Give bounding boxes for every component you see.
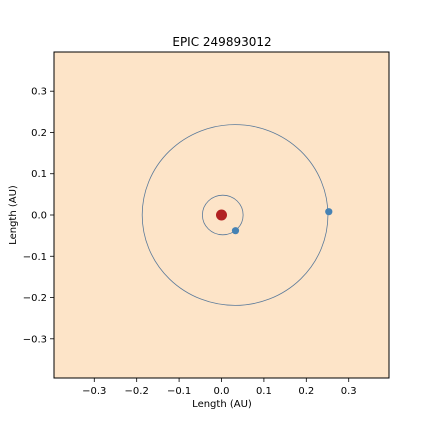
y-axis-label: Length (AU): [8, 185, 19, 245]
x-tick-label: −0.1: [167, 386, 191, 397]
y-tick-label: 0.1: [31, 169, 47, 180]
x-axis-ticks: −0.3 −0.2 −0.1 0.0 0.1 0.2 0.3: [82, 378, 357, 397]
x-tick-label: 0.3: [341, 386, 357, 397]
chart-title: EPIC 249893012: [172, 35, 271, 49]
orbit-path-1: [202, 194, 244, 236]
planet-marker-1: [231, 227, 240, 235]
y-tick-label: 0.0: [31, 211, 47, 222]
x-axis-label: Length (AU): [192, 399, 252, 410]
x-tick-label: −0.3: [82, 386, 106, 397]
x-tick-label: 0.2: [298, 386, 314, 397]
plot-area: [53, 51, 390, 379]
y-tick-label: 0.2: [31, 128, 47, 139]
x-tick-label: 0.0: [214, 386, 230, 397]
planet-marker-2: [325, 208, 333, 216]
y-axis-ticks: −0.3 −0.2 −0.1 0.0 0.1 0.2 0.3: [23, 87, 54, 345]
bodies: [216, 208, 333, 235]
x-tick-label: 0.1: [256, 386, 272, 397]
y-tick-label: 0.3: [31, 87, 47, 98]
y-tick-label: −0.2: [23, 293, 47, 304]
y-tick-label: −0.1: [23, 252, 47, 263]
y-tick-label: −0.3: [23, 334, 47, 345]
star-marker: [216, 209, 227, 221]
x-tick-label: −0.2: [125, 386, 149, 397]
